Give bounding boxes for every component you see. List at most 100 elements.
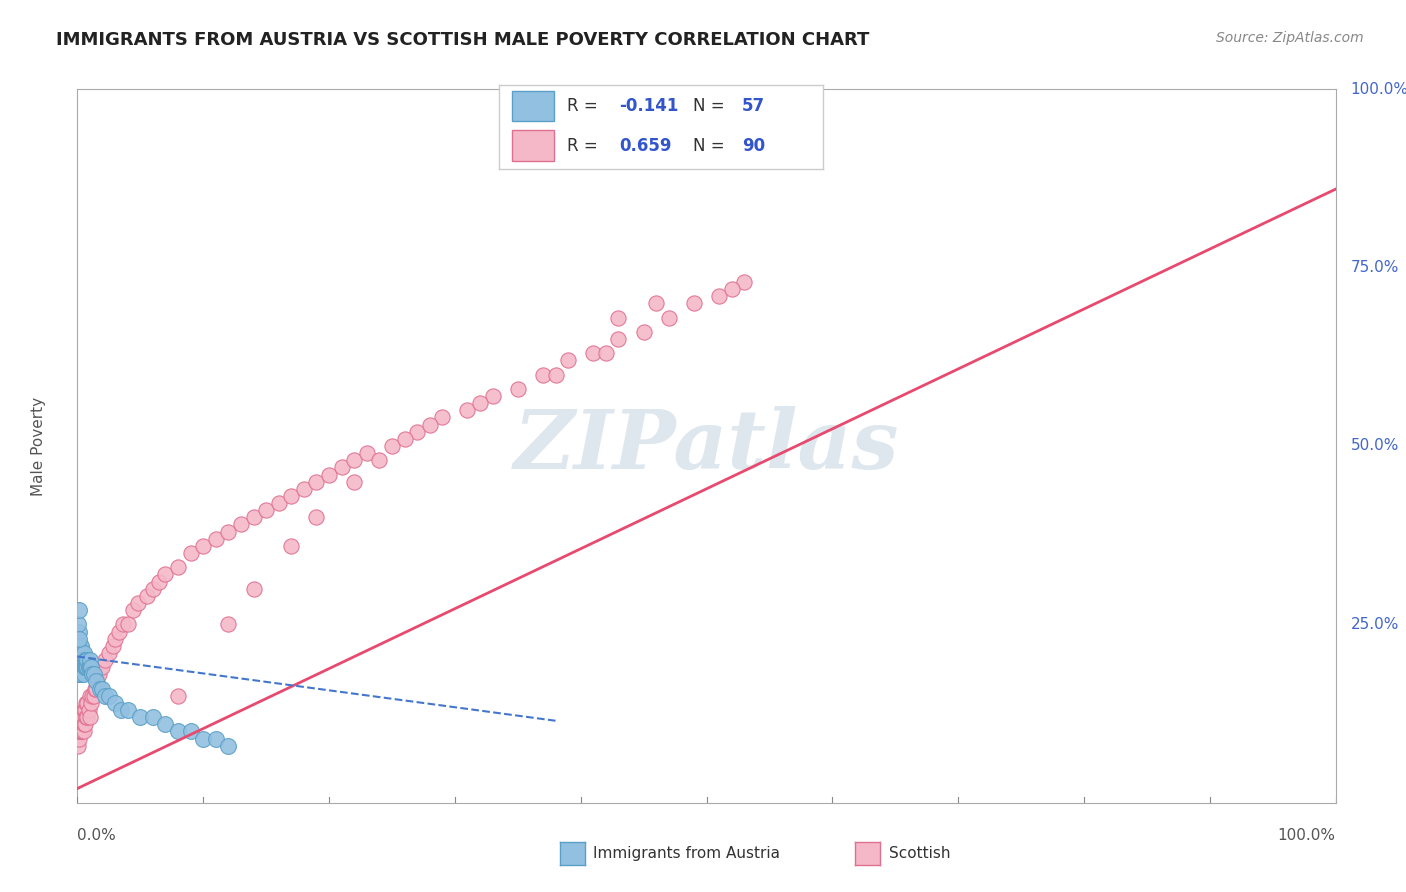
Point [72, 717, 94, 731]
Text: 25.0%: 25.0% [1351, 617, 1399, 632]
Point [91, 681, 114, 696]
Point [155, 717, 177, 731]
Point [91, 660, 114, 674]
Point [607, 310, 630, 325]
Point [292, 482, 315, 496]
Point [75, 696, 97, 710]
Point [217, 524, 239, 539]
Text: 100.0%: 100.0% [1278, 828, 1336, 843]
Point [254, 503, 277, 517]
Bar [512, 130, 554, 161]
Point [720, 282, 742, 296]
Point [67, 624, 90, 639]
Text: IMMIGRANTS FROM AUSTRIA VS SCOTTISH MALE POVERTY CORRELATION CHART: IMMIGRANTS FROM AUSTRIA VS SCOTTISH MALE… [56, 31, 870, 49]
Point [72, 653, 94, 667]
Point [67, 724, 90, 739]
Text: 50.0%: 50.0% [1351, 439, 1399, 453]
Point [104, 696, 127, 710]
Point [72, 724, 94, 739]
Point [70, 717, 93, 731]
Point [69, 717, 91, 731]
Point [191, 539, 215, 553]
Text: ZIPatlas: ZIPatlas [513, 406, 900, 486]
Point [167, 724, 190, 739]
Point [79, 710, 101, 724]
Point [70, 667, 93, 681]
Point [70, 653, 93, 667]
Point [180, 546, 202, 560]
Point [89, 660, 111, 674]
Point [267, 496, 290, 510]
Point [69, 653, 91, 667]
Point [73, 717, 96, 731]
Point [406, 425, 429, 439]
Point [167, 560, 190, 574]
Point [607, 332, 630, 346]
Point [67, 724, 90, 739]
Point [305, 510, 328, 524]
Point [633, 325, 655, 339]
Point [121, 603, 143, 617]
Point [66, 739, 89, 753]
Point [111, 617, 134, 632]
Point [89, 681, 111, 696]
Point [142, 710, 165, 724]
Point [69, 646, 91, 660]
Point [73, 660, 96, 674]
Point [69, 639, 91, 653]
Point [645, 296, 668, 310]
Point [72, 667, 94, 681]
Point [544, 368, 567, 382]
Text: 100.0%: 100.0% [1351, 82, 1406, 96]
Point [97, 689, 120, 703]
Point [67, 660, 90, 674]
Text: -0.141: -0.141 [619, 97, 678, 115]
Point [75, 710, 97, 724]
Point [129, 710, 152, 724]
Point [67, 639, 90, 653]
Point [72, 646, 94, 660]
Text: R =: R = [567, 97, 603, 115]
Point [82, 667, 104, 681]
Point [66, 617, 89, 632]
Text: Male Poverty: Male Poverty [31, 396, 46, 496]
Point [73, 653, 96, 667]
Point [79, 660, 101, 674]
Point [73, 703, 96, 717]
Text: N =: N = [693, 136, 730, 154]
Text: Immigrants from Austria: Immigrants from Austria [593, 847, 780, 861]
Point [733, 275, 755, 289]
Text: Source: ZipAtlas.com: Source: ZipAtlas.com [1216, 31, 1364, 45]
Text: R =: R = [567, 136, 603, 154]
Point [67, 639, 90, 653]
Point [381, 439, 404, 453]
Point [142, 582, 165, 596]
Point [84, 681, 107, 696]
Point [72, 660, 94, 674]
Point [658, 310, 681, 325]
Point [356, 446, 378, 460]
Text: 57: 57 [742, 97, 765, 115]
Point [432, 410, 454, 425]
Point [66, 639, 89, 653]
Bar [512, 91, 554, 121]
Point [110, 703, 132, 717]
Point [72, 724, 94, 739]
Point [204, 731, 226, 746]
Point [104, 632, 127, 646]
Point [76, 653, 98, 667]
Point [343, 475, 366, 489]
Point [70, 724, 93, 739]
Point [83, 689, 105, 703]
Point [531, 368, 554, 382]
Point [180, 724, 202, 739]
Point [76, 710, 98, 724]
Point [117, 617, 139, 632]
Point [67, 660, 90, 674]
Point [117, 703, 139, 717]
Point [343, 453, 366, 467]
Point [97, 646, 120, 660]
Point [69, 724, 91, 739]
Point [84, 681, 107, 696]
Point [468, 396, 491, 410]
